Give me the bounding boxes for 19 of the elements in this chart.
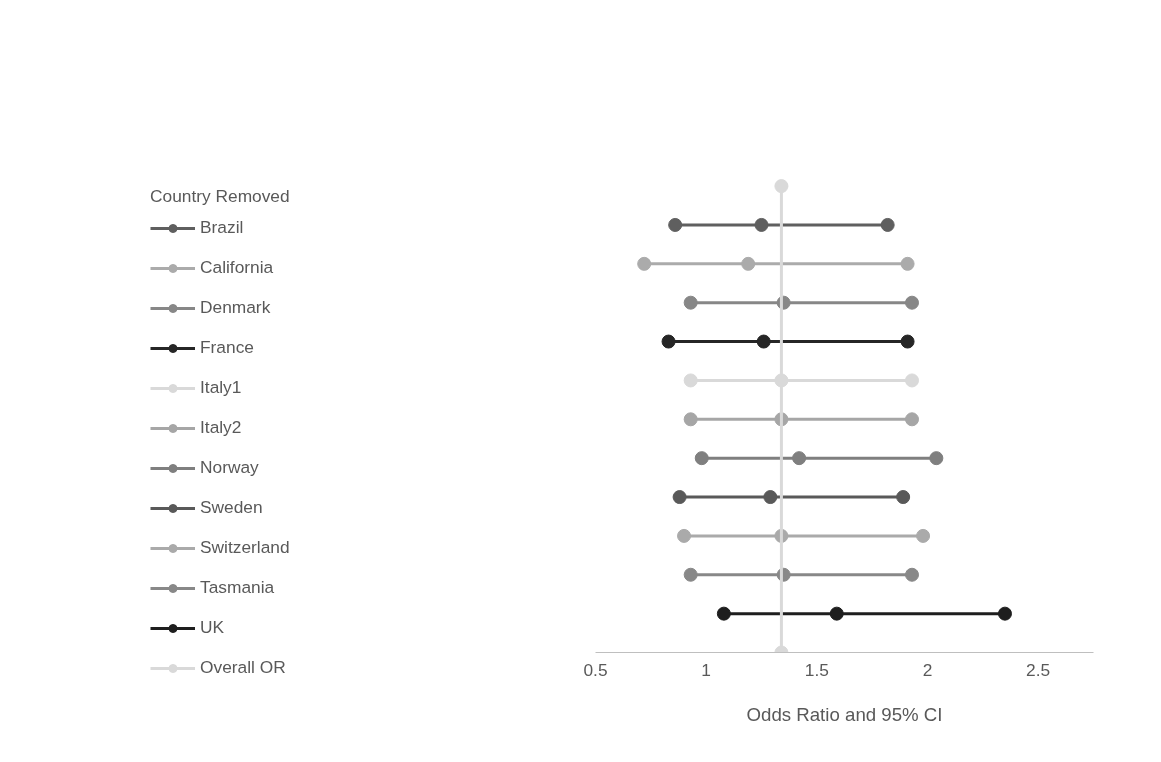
legend-label: France (200, 337, 254, 358)
legend-label: Tasmania (200, 577, 275, 598)
x-axis-title: Odds Ratio and 95% CI (746, 703, 943, 725)
x-tick-label: 2.5 (1026, 659, 1051, 680)
legend-label: Norway (200, 457, 259, 478)
legend-label: Overall OR (200, 657, 286, 678)
legend-label: Italy2 (200, 417, 242, 438)
x-tick-label: 1 (701, 659, 711, 680)
legend-label: Sweden (200, 497, 263, 518)
legend-label: Denmark (200, 297, 271, 318)
legend-label: UK (200, 617, 225, 638)
legend-label: California (200, 257, 274, 278)
legend-label: Italy1 (200, 377, 242, 398)
x-tick-label: 1.5 (804, 659, 829, 680)
x-tick-label: 2 (922, 659, 933, 680)
x-tick-label: 0.5 (583, 659, 608, 680)
legend-label: Switzerland (200, 537, 290, 558)
legend-title: Country Removed (150, 186, 290, 207)
legend-label: Brazil (200, 217, 244, 238)
